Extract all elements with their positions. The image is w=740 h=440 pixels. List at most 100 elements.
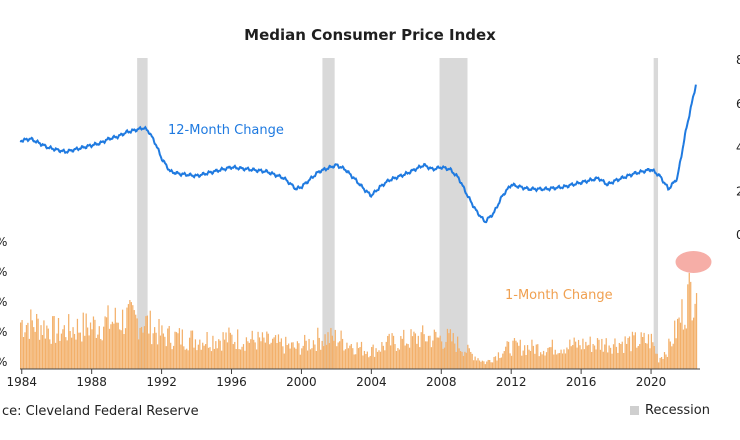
one-month-bar: [270, 342, 272, 369]
one-month-bar: [320, 349, 322, 369]
right-axis-tick-label: 4: [736, 141, 740, 155]
one-month-bar: [542, 350, 545, 369]
one-month-bar: [188, 337, 191, 369]
one-month-bar: [576, 347, 578, 369]
one-month-bar: [126, 307, 128, 369]
one-month-bar: [385, 341, 387, 369]
one-month-bar: [502, 353, 504, 369]
one-month-bar: [557, 353, 559, 369]
one-month-bar: [474, 356, 476, 369]
one-month-bar: [524, 345, 526, 369]
one-month-bar: [251, 330, 253, 369]
one-month-bar: [156, 344, 159, 369]
one-month-bar: [551, 339, 553, 369]
one-month-bar: [465, 352, 468, 369]
one-month-bar: [66, 340, 68, 369]
one-month-bar: [432, 340, 434, 369]
one-month-bar: [210, 351, 213, 369]
one-month-bar: [678, 317, 680, 369]
one-month-bar: [226, 342, 229, 369]
legend-recession-label: Recession: [645, 403, 710, 418]
one-month-bar: [556, 354, 558, 369]
one-month-bar: [60, 333, 63, 369]
one-month-bar: [688, 272, 690, 369]
one-month-bar: [480, 361, 482, 369]
one-month-bar: [593, 345, 596, 369]
one-month-bar: [442, 348, 444, 369]
one-month-bar: [89, 322, 92, 369]
one-month-bar: [494, 356, 497, 369]
one-month-bar: [355, 354, 357, 369]
one-month-bar: [65, 337, 67, 369]
one-month-bar: [403, 329, 405, 369]
one-month-bar: [69, 331, 71, 369]
one-month-bar: [368, 357, 370, 369]
x-tick-label: 2008: [426, 375, 457, 389]
one-month-bar: [445, 341, 447, 369]
one-month-bar: [544, 355, 546, 369]
one-month-bar: [283, 353, 285, 369]
one-month-bar: [129, 299, 131, 369]
one-month-bar: [676, 318, 679, 369]
one-month-bar: [341, 338, 344, 369]
one-month-bar: [382, 345, 384, 369]
one-month-bar: [489, 360, 491, 369]
one-month-bar: [59, 340, 61, 369]
recession-band: [137, 58, 148, 369]
one-month-bar: [550, 347, 552, 369]
one-month-bar: [522, 350, 524, 369]
one-month-bar: [260, 341, 262, 369]
one-month-bar: [458, 348, 460, 369]
one-month-bar: [148, 333, 150, 369]
one-month-bar: [120, 330, 122, 369]
one-month-bar: [375, 348, 377, 369]
one-month-bar: [515, 340, 517, 369]
one-month-bar: [607, 352, 609, 369]
one-month-bar: [491, 362, 494, 369]
one-month-bar: [73, 333, 76, 369]
one-month-bar: [113, 323, 115, 369]
one-month-bar: [164, 336, 166, 369]
one-month-bar: [439, 335, 441, 369]
one-month-bar: [108, 328, 111, 369]
one-month-bar: [207, 347, 210, 369]
one-month-bar: [49, 339, 51, 369]
one-month-bar: [337, 342, 339, 369]
one-month-bar: [435, 331, 437, 369]
x-tick-label: 2020: [636, 375, 667, 389]
one-month-bar: [408, 347, 411, 369]
one-month-bar: [510, 355, 513, 369]
one-month-bar: [592, 344, 594, 369]
one-month-bar: [448, 333, 450, 369]
one-month-bar: [611, 353, 613, 369]
one-month-bar: [650, 333, 653, 369]
one-month-bar: [322, 346, 325, 369]
one-month-bar: [684, 324, 686, 369]
one-month-bar: [577, 339, 580, 369]
one-month-bar: [573, 337, 575, 369]
x-tick-label: 2004: [356, 375, 387, 389]
one-month-bar: [267, 333, 269, 369]
one-month-bar: [468, 348, 470, 369]
one-month-bar: [255, 349, 258, 369]
one-month-bar: [609, 347, 612, 369]
one-month-bar: [508, 341, 510, 369]
one-month-bar: [365, 353, 367, 369]
one-month-bar: [132, 305, 134, 369]
one-month-bar: [653, 346, 655, 369]
one-month-bar: [158, 318, 160, 369]
one-month-bar: [107, 305, 109, 369]
one-month-bar: [314, 344, 316, 369]
one-month-bar: [436, 337, 438, 369]
one-month-bar: [146, 315, 148, 369]
one-month-bar: [461, 351, 463, 369]
one-month-bar: [631, 331, 634, 369]
one-month-bar: [212, 335, 214, 369]
one-month-bar: [413, 331, 415, 369]
one-month-bar: [159, 335, 162, 369]
one-month-bar: [512, 340, 514, 369]
one-month-bar: [334, 329, 336, 369]
one-month-bar: [311, 348, 313, 369]
one-month-bar: [406, 343, 408, 369]
one-month-bar: [95, 337, 97, 369]
